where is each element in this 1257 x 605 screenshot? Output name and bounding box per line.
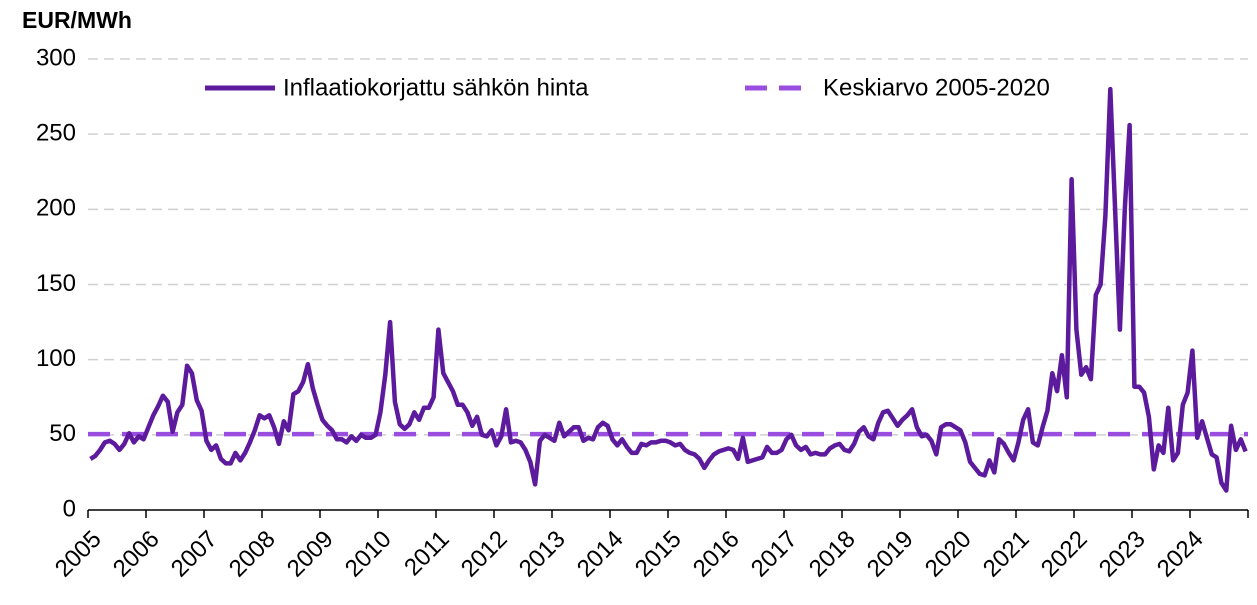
x-tick-label: 2014 [572,526,629,583]
x-tick-label: 2022 [1036,526,1093,583]
legend-label: Keskiarvo 2005-2020 [823,74,1050,101]
y-tick-label: 250 [36,120,76,147]
x-tick-label: 2013 [514,526,571,583]
legend-label: Inflaatiokorjattu sähkön hinta [283,74,589,101]
x-tick-label: 2023 [1094,526,1151,583]
x-tick-label: 2021 [978,526,1035,583]
y-tick-label: 0 [63,495,76,522]
x-tick-label: 2016 [688,526,745,583]
x-tick-label: 2020 [920,526,977,583]
y-tick-label: 300 [36,44,76,71]
x-tick-label: 2024 [1152,526,1209,583]
y-tick-label: 200 [36,195,76,222]
y-axis-label: EUR/MWh [22,7,132,33]
x-tick-label: 2006 [108,526,165,583]
y-tick-label: 50 [49,420,76,447]
x-tick-label: 2015 [630,526,687,583]
x-tick-label: 2019 [862,526,919,583]
x-tick-label: 2007 [166,526,223,583]
y-tick-label: 100 [36,345,76,372]
y-tick-label: 150 [36,270,76,297]
x-tick-label: 2008 [224,526,281,583]
price-line [89,86,1248,493]
x-tick-label: 2012 [456,526,513,583]
x-tick-label: 2010 [340,526,397,583]
x-tick-label: 2005 [50,526,107,583]
x-tick-label: 2011 [399,526,455,582]
x-tick-label: 2009 [282,526,339,583]
x-tick-label: 2017 [746,526,803,583]
x-tick-label: 2018 [804,526,861,583]
